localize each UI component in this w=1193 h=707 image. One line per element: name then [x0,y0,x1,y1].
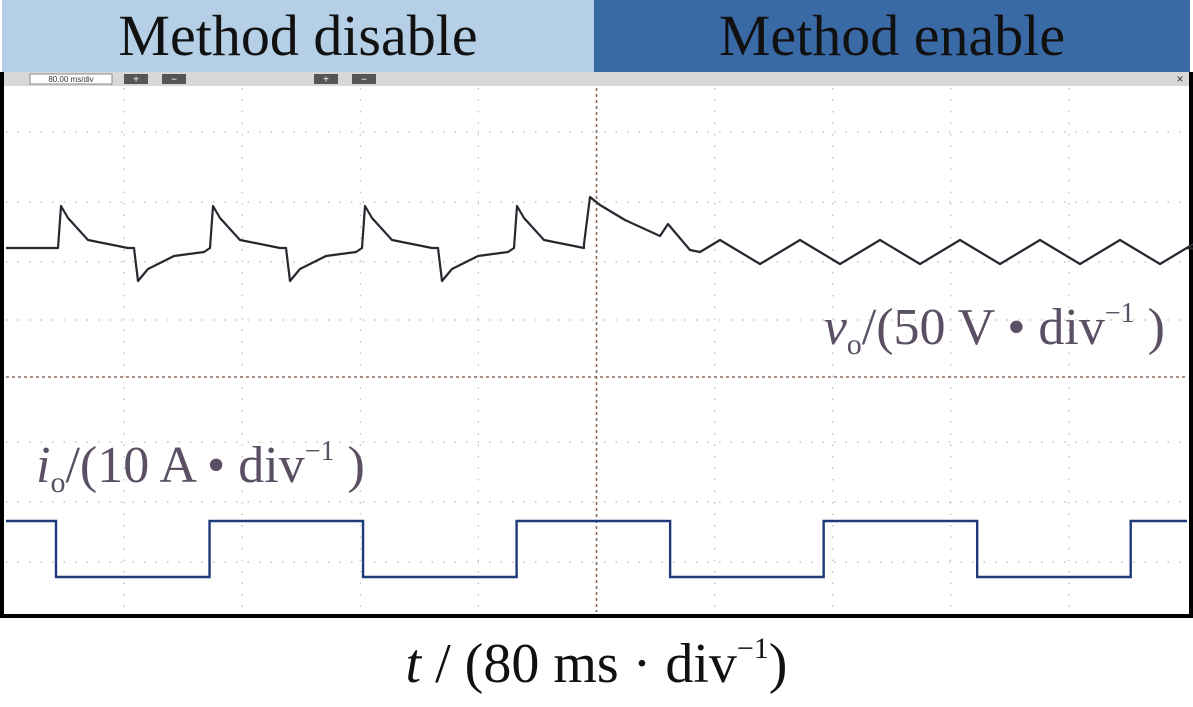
scope-frame [0,72,1193,618]
io-trace [6,519,1187,579]
vo-channel-label: vo/(50 V • div−1 ) [824,298,1165,361]
scope-toolbar-bar [4,72,1189,86]
method-disable-banner: Method disable [2,0,594,72]
timebase-readout: 80.00 ms/div [48,75,93,84]
timebase-plus-label: + [133,75,139,86]
timebase-minus-button[interactable] [162,74,186,84]
oscilloscope-screen: 80.00 ms/div + − + − × vo/(50 V • div−1 … [0,72,1193,618]
io-channel-label: io/(10 A • div−1 ) [36,436,365,499]
method-disable-label: Method disable [118,3,478,68]
method-enable-banner: Method enable [594,0,1190,72]
scope-grid [6,88,1187,612]
timebase-field[interactable] [29,73,113,85]
position-plus-label: + [323,75,329,86]
position-minus-button[interactable] [352,74,376,84]
vo-trace [6,195,1193,283]
position-plus-button[interactable] [314,74,338,84]
method-enable-label: Method enable [718,3,1066,68]
position-minus-label: − [361,75,367,86]
scope-toolbar: 80.00 ms/div + − + − × [4,72,1189,86]
timebase-minus-label: − [171,75,177,86]
timebase-plus-button[interactable] [124,74,148,84]
scope-traces [6,195,1193,579]
time-axis-label: t / (80 ms · div−1) [405,632,788,695]
close-icon[interactable]: × [1176,72,1183,86]
